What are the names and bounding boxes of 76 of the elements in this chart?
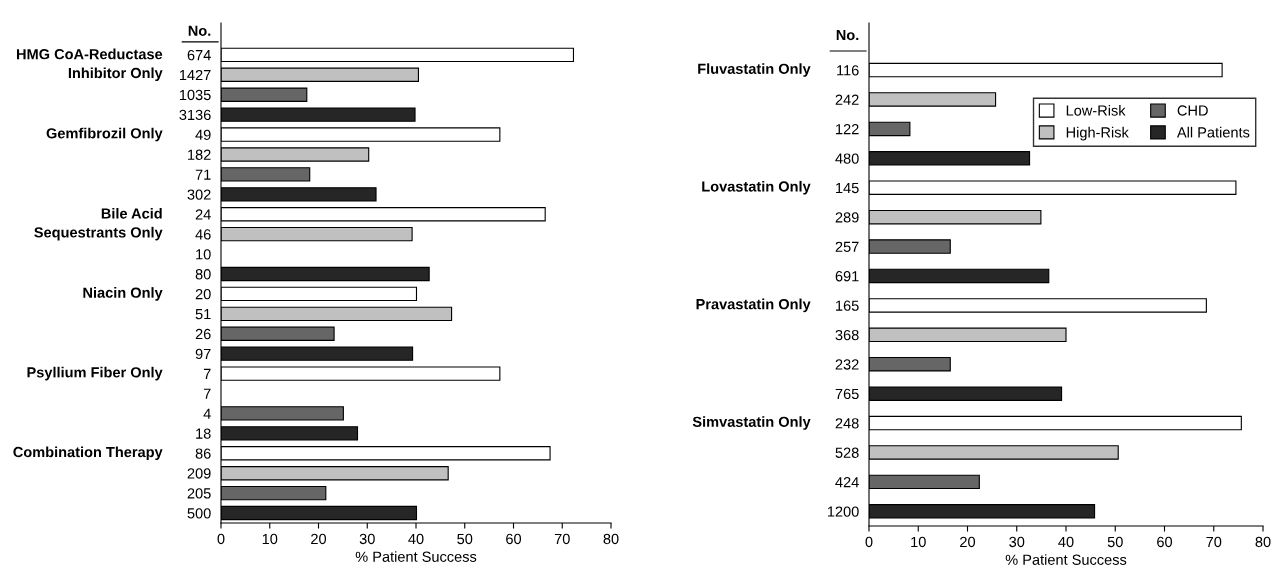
y-tick-label: 248 <box>835 418 859 429</box>
legend-label: High-Risk <box>1066 126 1129 141</box>
y-tick-label: 97 <box>195 348 211 360</box>
x-axis-title: % Patient Success <box>1005 554 1127 565</box>
text: Psyllium Fiber Only <box>27 366 163 381</box>
x-tick-label: 80 <box>1255 536 1271 548</box>
y-tick-label: 232 <box>835 359 859 370</box>
x-tick-label: 70 <box>1206 536 1222 548</box>
x-tick-label: 0 <box>217 533 225 545</box>
x-tick-label: 50 <box>457 533 473 545</box>
text: Combination Therapy <box>13 446 163 461</box>
y-axis-title: No. <box>836 29 859 41</box>
y-tick-label: 51 <box>195 309 211 320</box>
x-tick-label: 0 <box>865 536 873 548</box>
y-tick-label: 26 <box>195 328 211 340</box>
y-tick-label: 71 <box>195 169 211 180</box>
y-tick-label: 289 <box>835 212 859 223</box>
y-tick-label: 302 <box>187 189 211 200</box>
x-tick-label: 30 <box>1009 536 1025 548</box>
y-tick-label: 20 <box>195 289 211 300</box>
x-tick-label: 50 <box>1107 536 1123 548</box>
x-axis-title: % Patient Success <box>355 551 477 562</box>
text: Niacin Only <box>83 287 163 301</box>
y-tick-label: 122 <box>836 124 859 135</box>
text: Gemfibrozil Only <box>46 127 163 142</box>
y-tick-label: 80 <box>195 269 211 280</box>
y-tick-label: 46 <box>195 229 211 240</box>
x-tick-label: 40 <box>408 533 424 545</box>
y-axis-title: No. <box>188 25 211 36</box>
y-tick-label: 480 <box>835 153 859 164</box>
y-tick-label: 145 <box>836 182 859 194</box>
y-tick-label: 165 <box>836 300 859 311</box>
y-tick-label: 24 <box>195 209 211 220</box>
x-tick-label: 70 <box>554 533 570 545</box>
y-tick-label: 49 <box>195 129 211 140</box>
y-tick-label: 528 <box>835 447 859 458</box>
y-tick-label: 500 <box>187 508 211 519</box>
y-tick-label: 4 <box>203 408 211 419</box>
y-tick-label: 424 <box>835 476 859 488</box>
y-tick-label: 18 <box>196 428 211 439</box>
x-tick-label: 20 <box>311 533 327 545</box>
x-tick-label: 80 <box>603 533 619 545</box>
y-tick-label: 242 <box>835 94 859 105</box>
y-tick-label: 7 <box>203 368 211 379</box>
y-tick-label: 674 <box>187 49 211 61</box>
x-tick-label: 10 <box>262 533 278 545</box>
y-tick-label: 7 <box>203 388 211 399</box>
y-tick-label: 10 <box>196 249 211 260</box>
y-tick-label: 3136 <box>179 109 211 121</box>
text: Bile Acid Sequestrants Only <box>34 207 163 241</box>
y-tick-label: 182 <box>188 149 211 160</box>
y-tick-label: 1200 <box>827 506 859 517</box>
y-tick-label: 86 <box>195 448 211 459</box>
legend-label: Low-Risk <box>1066 104 1126 116</box>
text: Lovastatin Only <box>702 180 811 195</box>
y-tick-label: 116 <box>837 65 859 76</box>
x-tick-label: 10 <box>911 536 926 548</box>
y-tick-label: 257 <box>835 241 859 252</box>
text: Fluvastatin Only <box>698 63 811 77</box>
text: Pravastatin Only <box>696 298 811 313</box>
x-tick-label: 30 <box>359 533 375 545</box>
y-tick-label: 205 <box>187 488 211 499</box>
x-tick-label: 20 <box>960 536 976 548</box>
x-tick-label: 60 <box>1157 536 1173 548</box>
legend-label: CHD <box>1177 105 1208 116</box>
x-tick-label: 40 <box>1058 536 1074 548</box>
y-tick-label: 765 <box>835 388 859 400</box>
y-tick-label: 1035 <box>179 89 211 101</box>
y-tick-label: 691 <box>835 271 859 282</box>
y-tick-label: 1427 <box>179 69 211 81</box>
legend-label: All Patients <box>1176 126 1250 138</box>
x-tick-label: 60 <box>506 533 522 545</box>
y-tick-label: 368 <box>835 329 859 341</box>
text: Simvastatin Only <box>692 416 811 430</box>
text: HMG CoA-Reductase Inhibitor Only <box>16 48 163 82</box>
y-tick-label: 209 <box>187 468 211 479</box>
